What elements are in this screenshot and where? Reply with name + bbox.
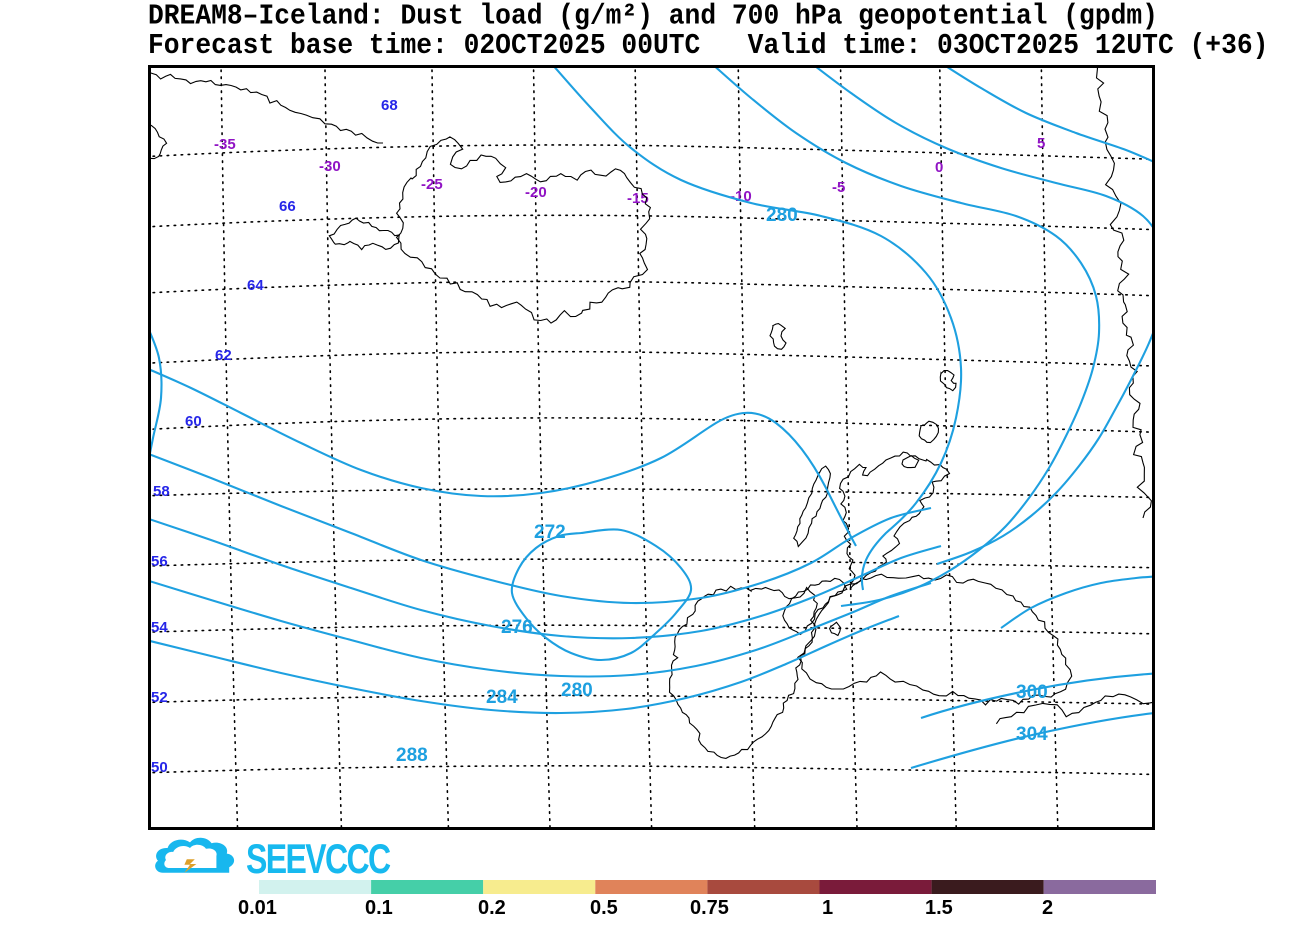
svg-text:284: 284 — [486, 687, 518, 708]
svg-text:-5: -5 — [832, 179, 845, 196]
svg-text:-35: -35 — [214, 136, 236, 153]
svg-text:-20: -20 — [525, 184, 547, 201]
svg-text:272: 272 — [534, 522, 566, 543]
svg-text:68: 68 — [381, 97, 398, 114]
svg-text:60: 60 — [185, 413, 202, 430]
svg-text:304: 304 — [1016, 724, 1048, 745]
svg-text:-30: -30 — [319, 158, 341, 175]
svg-text:54: 54 — [151, 619, 168, 636]
svg-text:0: 0 — [935, 159, 943, 176]
svg-text:276: 276 — [501, 617, 533, 638]
svg-text:62: 62 — [215, 347, 232, 364]
svg-text:5: 5 — [1037, 135, 1045, 152]
svg-text:50: 50 — [151, 759, 168, 776]
svg-text:58: 58 — [153, 483, 170, 500]
svg-text:56: 56 — [151, 553, 168, 570]
svg-text:300: 300 — [1016, 682, 1048, 703]
svg-text:280: 280 — [766, 205, 798, 226]
svg-text:52: 52 — [151, 689, 168, 706]
svg-text:288: 288 — [396, 745, 428, 766]
svg-text:64: 64 — [247, 277, 264, 294]
svg-text:66: 66 — [279, 198, 296, 215]
svg-text:-25: -25 — [421, 176, 443, 193]
svg-text:280: 280 — [561, 680, 593, 701]
